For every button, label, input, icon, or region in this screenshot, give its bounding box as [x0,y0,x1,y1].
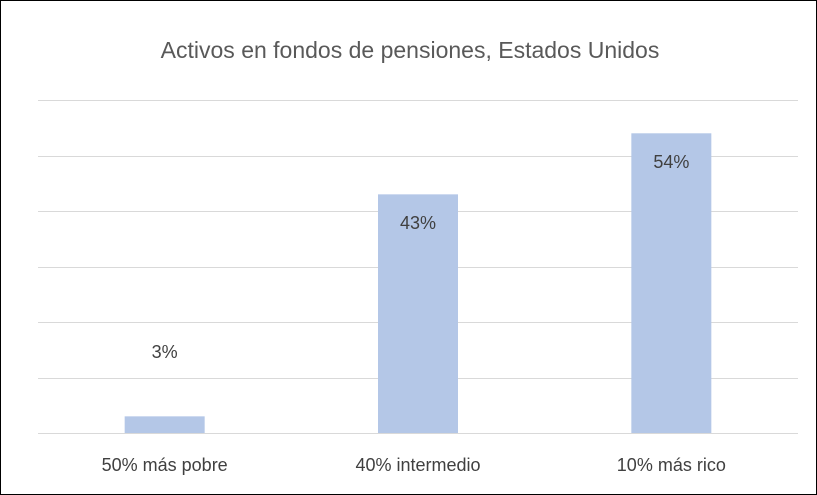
data-label: 3% [152,342,178,362]
bar [631,133,712,434]
x-tick-label: 50% más pobre [102,455,228,475]
data-label: 43% [400,213,436,233]
bar [378,194,458,433]
x-tick-label: 40% intermedio [355,455,480,475]
x-tick-label: 10% más rico [617,455,726,475]
chart-title: Activos en fondos de pensiones, Estados … [161,37,660,63]
bar [124,416,205,433]
data-label: 54% [653,152,689,172]
